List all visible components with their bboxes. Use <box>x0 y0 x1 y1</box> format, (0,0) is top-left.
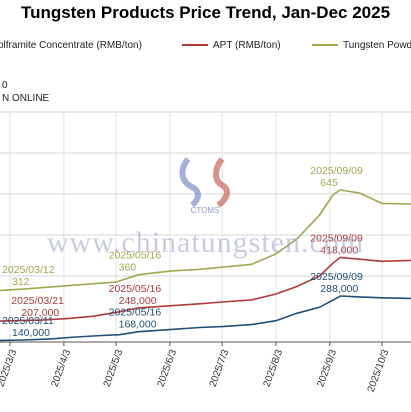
legend-item-tungsten-powder: Tungsten Powd <box>312 40 411 51</box>
legend-swatch-apt <box>182 44 208 47</box>
watermark: www.chinatungsten.com <box>46 226 365 259</box>
legend-label-tungsten-powder: Tungsten Powd <box>343 40 411 51</box>
annotation-value-8: 288,000 <box>320 283 358 295</box>
x-tick-label-4: 2025/7/3 <box>208 348 232 389</box>
ctoms-logo: CTOMS <box>179 157 230 215</box>
annotation-date-4: 2025/05/16 <box>109 283 162 295</box>
annotation-date-6: 2025/03/11 <box>2 315 54 327</box>
legend-swatch-tungsten-powder <box>312 44 338 47</box>
x-tick-label-7: 2025/10/3 <box>366 348 392 394</box>
x-tick-label-5: 2025/8/3 <box>262 348 286 389</box>
series-line-0 <box>0 295 411 342</box>
annotation-date-0: 2025/03/12 <box>2 264 55 276</box>
legend-label-apt: APT (RMB/ton) <box>213 40 281 51</box>
annotation-date-3: 2025/03/21 <box>11 295 64 307</box>
annotation-value-3: 207,000 <box>21 307 59 319</box>
annotation-value-6: 140,000 <box>12 327 50 339</box>
legend-item-apt: APT (RMB/ton) <box>182 40 281 51</box>
chart-gridlines <box>0 111 411 343</box>
annotation-date-8: 2025/09/09 <box>310 271 363 283</box>
annotation-date-5: 2025/09/09 <box>310 232 363 244</box>
x-tick-label-6: 2025/9/3 <box>315 348 339 389</box>
annotation-date-2: 2025/09/09 <box>310 165 363 177</box>
x-tick-label-0: 2025/3/3 <box>0 348 19 389</box>
legend-label-wolframite: olframite Concentrate (RMB/ton) <box>0 40 142 51</box>
annotation-value-7: 168,000 <box>119 319 157 331</box>
x-tick-label-1: 2025/4/3 <box>50 348 74 389</box>
x-tick-label-3: 2025/6/3 <box>156 348 180 389</box>
annotation-value-2: 645 <box>320 177 338 189</box>
chart-series-lines <box>0 189 411 342</box>
legend-item-wolframite: olframite Concentrate (RMB/ton) <box>0 40 142 51</box>
series-line-2 <box>0 189 411 292</box>
annotation-value-4: 248,000 <box>119 295 157 307</box>
chart-title: Tungsten Products Price Trend, Jan-Dec 2… <box>20 3 391 22</box>
logo-text: CTOMS <box>191 206 220 215</box>
source-label: N ONLINE <box>2 93 50 104</box>
annotation-value-1: 360 <box>119 262 137 274</box>
annotation-value-0: 312 <box>12 276 30 288</box>
annotation-value-5: 418,000 <box>320 244 358 256</box>
annotation-date-1: 2025/05/16 <box>109 250 162 262</box>
series-line-1 <box>0 256 411 322</box>
chart-annotations: 2025/03/123122025/05/163602025/09/096452… <box>2 165 363 339</box>
chart-legend: olframite Concentrate (RMB/ton) APT (RMB… <box>0 40 411 56</box>
x-axis-ticks: 2025/3/3 2025/4/3 2025/5/3 2025/6/3 2025/7/3… <box>0 342 391 394</box>
x-tick-label-2: 2025/5/3 <box>102 348 126 389</box>
annotation-date-7: 2025/05/16 <box>109 307 162 319</box>
unit-label: 0 <box>2 80 8 91</box>
